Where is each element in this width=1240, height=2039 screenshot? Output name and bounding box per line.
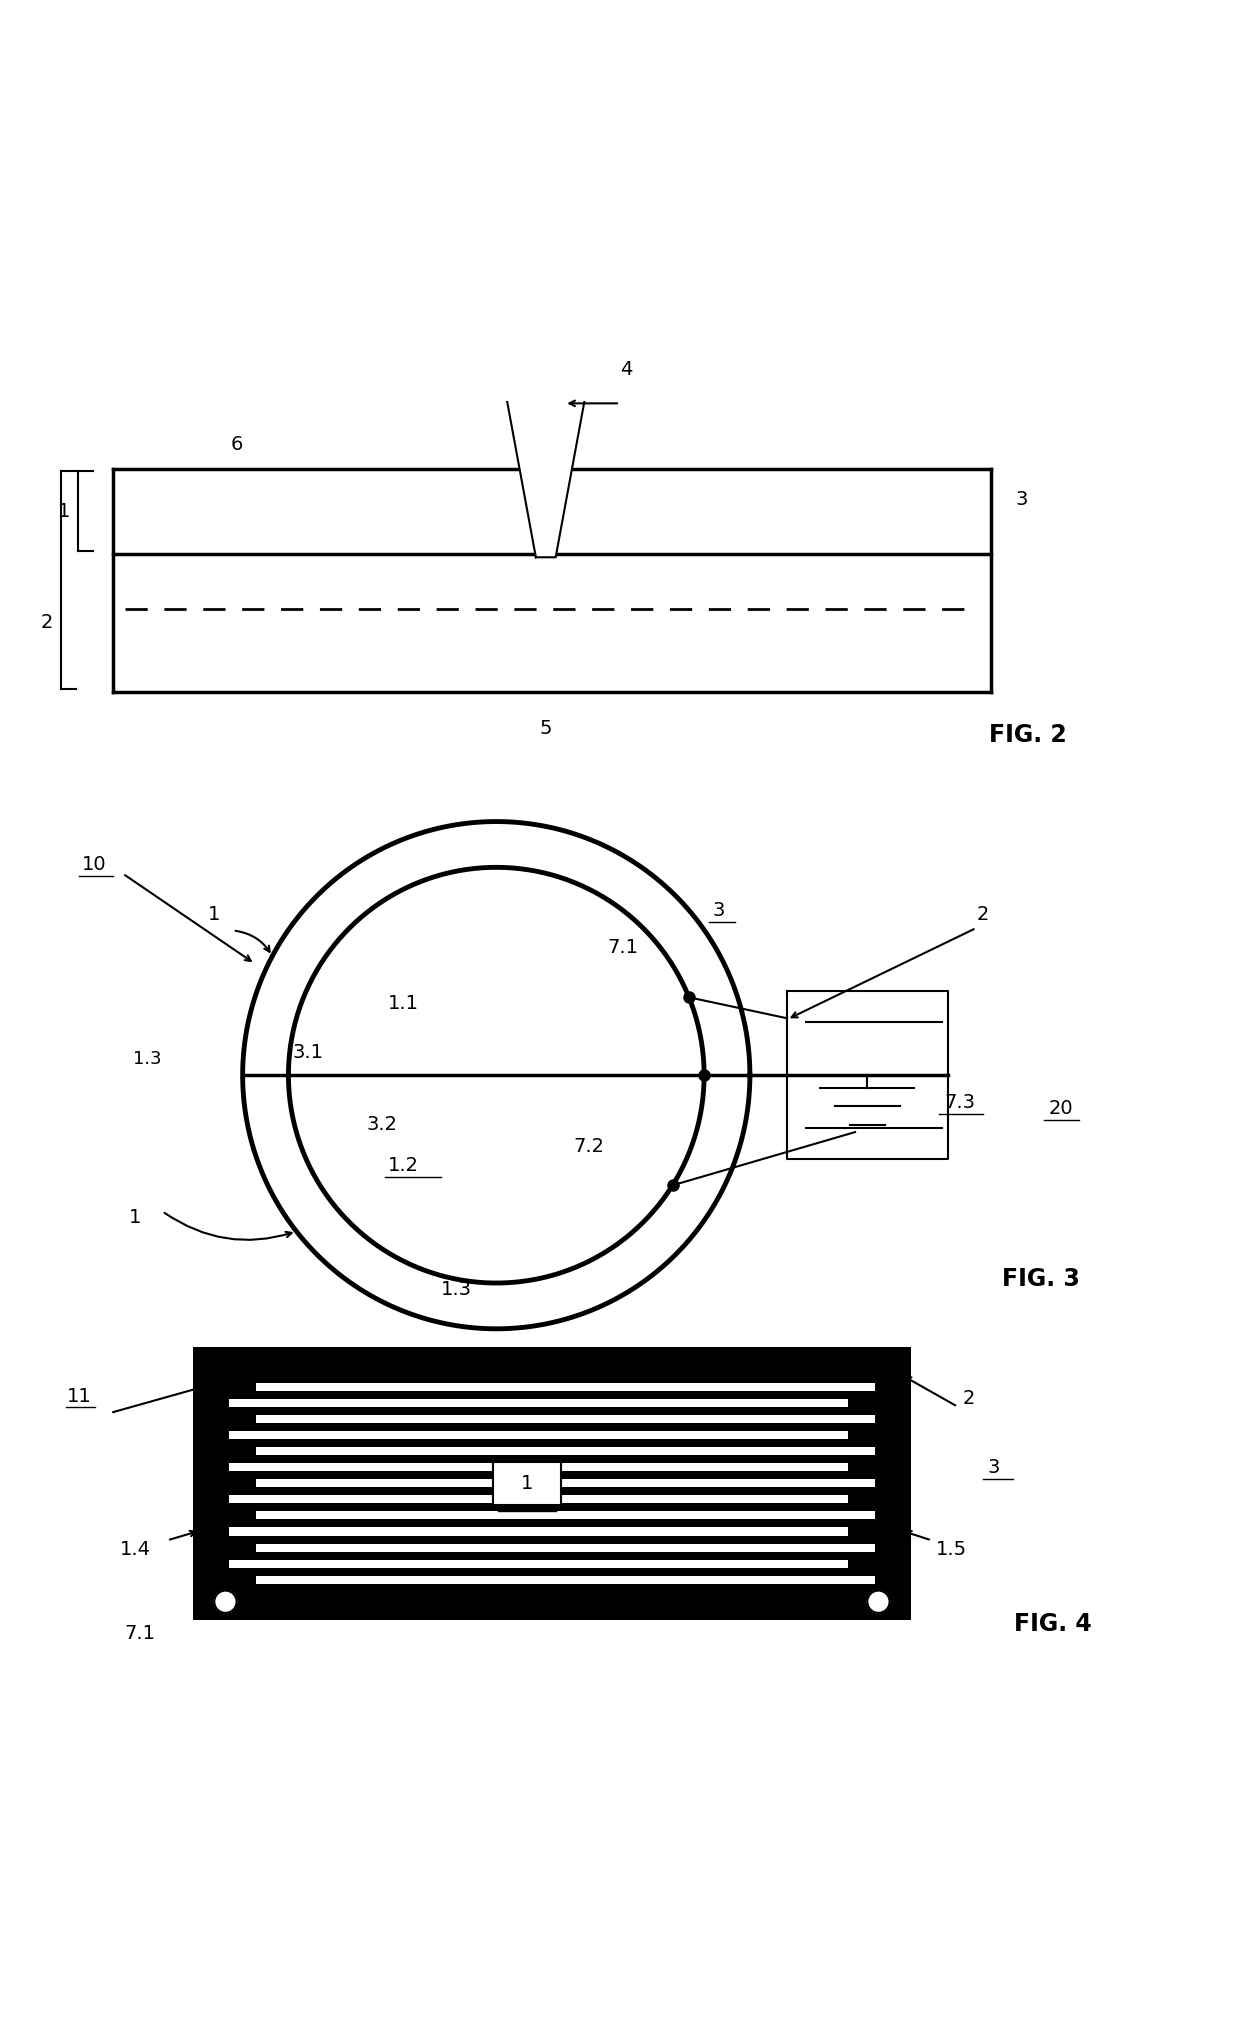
Text: 7.1: 7.1 xyxy=(124,1623,155,1643)
Text: 1: 1 xyxy=(208,905,221,924)
Polygon shape xyxy=(257,1544,874,1552)
Text: 3: 3 xyxy=(1016,489,1028,510)
Text: 7.2: 7.2 xyxy=(573,1138,604,1156)
Text: 1.2: 1.2 xyxy=(388,1156,419,1174)
Polygon shape xyxy=(229,1560,847,1568)
Text: 7.2: 7.2 xyxy=(868,1601,899,1621)
Polygon shape xyxy=(257,1448,874,1456)
Text: 2: 2 xyxy=(962,1389,975,1407)
Text: 3.2: 3.2 xyxy=(367,1115,398,1134)
Text: 6: 6 xyxy=(231,434,243,455)
Text: 2: 2 xyxy=(976,905,988,924)
Text: 20: 20 xyxy=(1048,1099,1073,1117)
Circle shape xyxy=(215,1590,237,1613)
Polygon shape xyxy=(229,1495,847,1503)
Text: 2: 2 xyxy=(41,614,53,632)
Polygon shape xyxy=(502,375,589,557)
Text: 1: 1 xyxy=(129,1207,141,1227)
Polygon shape xyxy=(229,1527,847,1535)
Text: FIG. 4: FIG. 4 xyxy=(1014,1611,1092,1635)
Polygon shape xyxy=(257,1576,874,1584)
Text: 1: 1 xyxy=(521,1474,533,1493)
Text: 1: 1 xyxy=(58,502,71,520)
Text: 1.4: 1.4 xyxy=(119,1539,150,1558)
Polygon shape xyxy=(257,1511,874,1519)
Text: 11: 11 xyxy=(67,1387,92,1407)
Text: FIG. 3: FIG. 3 xyxy=(1002,1266,1080,1291)
Text: FIG. 2: FIG. 2 xyxy=(990,722,1068,746)
Text: 10: 10 xyxy=(82,854,107,875)
Polygon shape xyxy=(257,1480,874,1488)
Text: 1.3: 1.3 xyxy=(441,1280,472,1299)
Polygon shape xyxy=(193,1348,910,1619)
Polygon shape xyxy=(229,1464,847,1472)
Polygon shape xyxy=(257,1415,874,1423)
Text: 7.1: 7.1 xyxy=(608,938,639,956)
Polygon shape xyxy=(229,1431,847,1440)
Text: 1.3: 1.3 xyxy=(133,1050,161,1068)
Text: 1.5: 1.5 xyxy=(935,1539,967,1558)
Polygon shape xyxy=(494,1462,562,1505)
Text: 7.3: 7.3 xyxy=(944,1093,975,1111)
Polygon shape xyxy=(257,1382,874,1391)
Text: 3: 3 xyxy=(713,901,725,920)
Circle shape xyxy=(867,1590,889,1613)
Text: 1.1: 1.1 xyxy=(388,993,419,1013)
Text: 3: 3 xyxy=(987,1458,999,1476)
Polygon shape xyxy=(229,1399,847,1407)
Text: 5: 5 xyxy=(539,720,552,738)
Text: 3.1: 3.1 xyxy=(293,1044,324,1062)
Text: 4: 4 xyxy=(620,361,632,379)
